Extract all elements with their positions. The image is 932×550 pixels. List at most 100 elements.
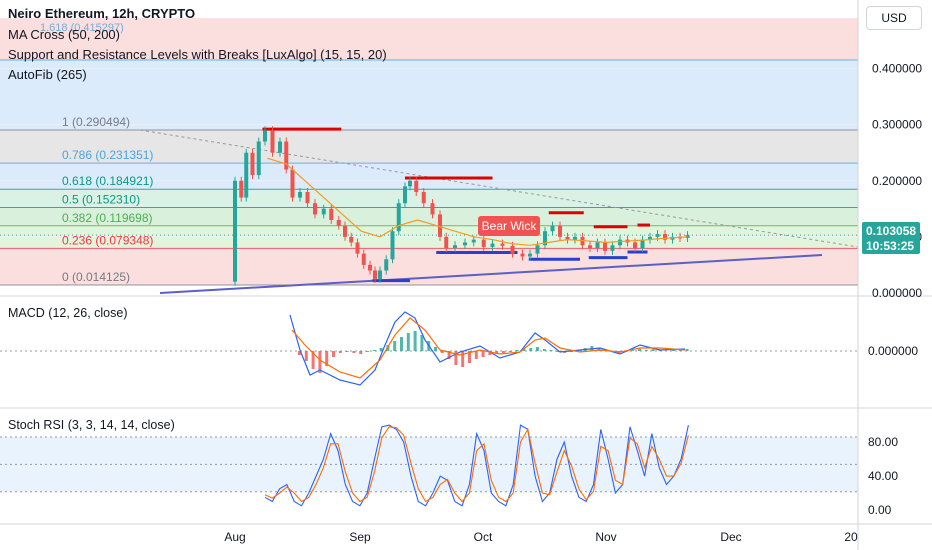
stoch-d-line bbox=[264, 426, 689, 503]
macd-hist-15 bbox=[400, 337, 403, 351]
candle-body-2 bbox=[239, 180, 244, 198]
candle-body-8 bbox=[278, 141, 282, 153]
candle-body-18 bbox=[349, 236, 354, 243]
candle-body-37 bbox=[481, 239, 486, 247]
time-tick-20: 20 bbox=[844, 530, 858, 544]
ascending-trendline bbox=[159, 254, 823, 294]
candle-body-56 bbox=[633, 242, 637, 249]
candle-body-41 bbox=[520, 253, 525, 257]
currency-button[interactable]: USD bbox=[866, 6, 922, 30]
time-tick-sep: Sep bbox=[349, 530, 371, 544]
fib-overlay-text: 1.618 (0.415297) bbox=[40, 22, 124, 34]
candle-body-30 bbox=[421, 191, 426, 204]
macd-hist-49 bbox=[631, 350, 635, 351]
macd-hist-0 bbox=[298, 351, 301, 355]
candle-body-13 bbox=[313, 203, 317, 215]
stoch-rsi-label[interactable]: Stoch RSI (3, 3, 14, 14, close) bbox=[8, 418, 175, 432]
indicator-sr-levels[interactable]: Support and Resistance Levels with Break… bbox=[8, 47, 387, 62]
price-tick-0: 0.000000 bbox=[872, 286, 922, 300]
candle-body-42 bbox=[528, 253, 532, 257]
last-price-value: 0.103058 bbox=[866, 224, 917, 238]
macd-hist-38 bbox=[556, 351, 560, 352]
candle-body-5 bbox=[256, 141, 261, 176]
candle-body-60 bbox=[663, 234, 667, 240]
macd-line bbox=[289, 311, 686, 386]
candle-body-48 bbox=[573, 236, 577, 240]
candle-body-63 bbox=[685, 235, 690, 238]
candle-body-25 bbox=[390, 231, 395, 260]
candle-body-45 bbox=[550, 225, 555, 232]
macd-hist-52 bbox=[651, 349, 655, 351]
macd-hist-9 bbox=[359, 351, 363, 354]
candle-body-40 bbox=[510, 245, 515, 254]
macd-hist-29 bbox=[495, 351, 499, 354]
candle-body-12 bbox=[305, 191, 310, 204]
support-resistance-lines bbox=[262, 127, 650, 283]
macd-label[interactable]: MACD (12, 26, close) bbox=[8, 306, 128, 320]
fib-level-labels: 0 (0.014125) 0.236 (0.079348) 0.382 (0.119… bbox=[62, 115, 153, 284]
macd-hist-35 bbox=[536, 347, 539, 351]
candle-body-21 bbox=[368, 264, 372, 271]
macd-hist-56 bbox=[678, 350, 682, 351]
price-axis[interactable]: 0.0000000.1000000.2000000.3000000.400000… bbox=[868, 62, 922, 517]
candle-body-53 bbox=[610, 245, 615, 251]
macd-hist-8 bbox=[352, 351, 356, 353]
time-tick-dec: Dec bbox=[720, 530, 741, 544]
macd-hist-57 bbox=[685, 349, 689, 351]
stoch-tick-1: 40.00 bbox=[868, 469, 898, 483]
macd-hist-25 bbox=[468, 351, 471, 363]
candle-body-50 bbox=[588, 245, 592, 249]
fib-label-0.236: 0.236 (0.079348) bbox=[62, 233, 153, 247]
bear-wick-box bbox=[478, 216, 540, 236]
macd-hist-50 bbox=[638, 349, 641, 351]
macd-hist-24 bbox=[461, 351, 465, 367]
ma-fast-line bbox=[267, 157, 688, 246]
fib-label-0.618: 0.618 (0.184921) bbox=[62, 174, 153, 188]
time-axis[interactable]: Aug Sep Oct Nov Dec 20 bbox=[224, 530, 858, 544]
candle-body-52 bbox=[603, 242, 607, 251]
macd-hist-3 bbox=[318, 351, 322, 373]
macd-hist-7 bbox=[345, 351, 349, 352]
candle-body-28 bbox=[408, 180, 412, 187]
price-series bbox=[233, 126, 690, 286]
macd-signal-line bbox=[291, 317, 686, 379]
macd-hist-6 bbox=[338, 351, 342, 353]
candle-body-10 bbox=[290, 169, 295, 198]
candle-body-15 bbox=[329, 208, 334, 221]
indicator-ma-cross[interactable]: MA Cross (50, 200) bbox=[8, 27, 120, 42]
macd-hist-10 bbox=[366, 351, 369, 352]
candle-body-6 bbox=[263, 130, 267, 142]
macd-hist-26 bbox=[474, 351, 478, 359]
indicator-autofib[interactable]: AutoFib (265) bbox=[8, 67, 87, 82]
macd-hist-37 bbox=[549, 350, 553, 351]
macd-hist-30 bbox=[502, 351, 505, 353]
time-tick-nov: Nov bbox=[595, 530, 616, 544]
candle-body-51 bbox=[595, 242, 600, 249]
macd-hist-40 bbox=[570, 351, 573, 352]
bar-countdown: 10:53:25 bbox=[866, 239, 915, 253]
candle-body-31 bbox=[430, 203, 435, 215]
candle-body-47 bbox=[565, 236, 570, 240]
candle-body-16 bbox=[336, 220, 341, 226]
candle-body-26 bbox=[396, 203, 401, 232]
fib-band-0 bbox=[0, 18, 858, 61]
macd-hist-13 bbox=[386, 345, 390, 351]
macd-pane bbox=[0, 311, 858, 386]
fib-label-0.5: 0.5 (0.152310) bbox=[62, 192, 140, 206]
candle-body-19 bbox=[355, 242, 360, 254]
macd-hist-51 bbox=[644, 350, 648, 351]
macd-hist-17 bbox=[413, 331, 417, 351]
stoch-tick-2: 80.00 bbox=[868, 435, 898, 449]
candle-body-22 bbox=[373, 270, 377, 279]
symbol-title[interactable]: Neiro Ethereum, 12h, CRYPTO bbox=[8, 6, 196, 21]
candle-body-3 bbox=[244, 152, 249, 198]
candle-body-43 bbox=[535, 245, 540, 254]
stoch-band-fill bbox=[0, 437, 858, 492]
macd-hist-36 bbox=[542, 349, 546, 351]
fib-label-0.382: 0.382 (0.119698) bbox=[62, 211, 153, 225]
candle-body-11 bbox=[298, 191, 302, 198]
candle-body-39 bbox=[500, 243, 505, 246]
candle-body-29 bbox=[414, 180, 419, 192]
